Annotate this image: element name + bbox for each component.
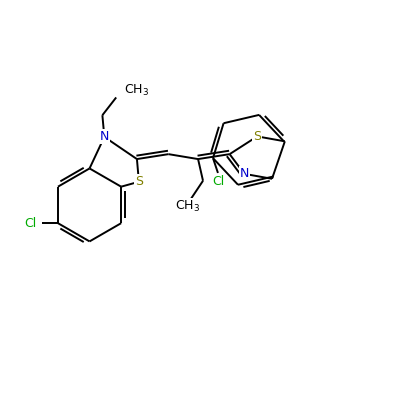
Text: CH$_3$: CH$_3$ <box>124 83 149 98</box>
Text: N: N <box>100 130 109 143</box>
Text: N: N <box>240 167 249 180</box>
Text: CH$_3$: CH$_3$ <box>175 199 200 214</box>
Text: S: S <box>135 175 143 188</box>
Text: S: S <box>253 130 261 143</box>
Text: Cl: Cl <box>24 217 36 230</box>
Text: Cl: Cl <box>212 175 224 188</box>
